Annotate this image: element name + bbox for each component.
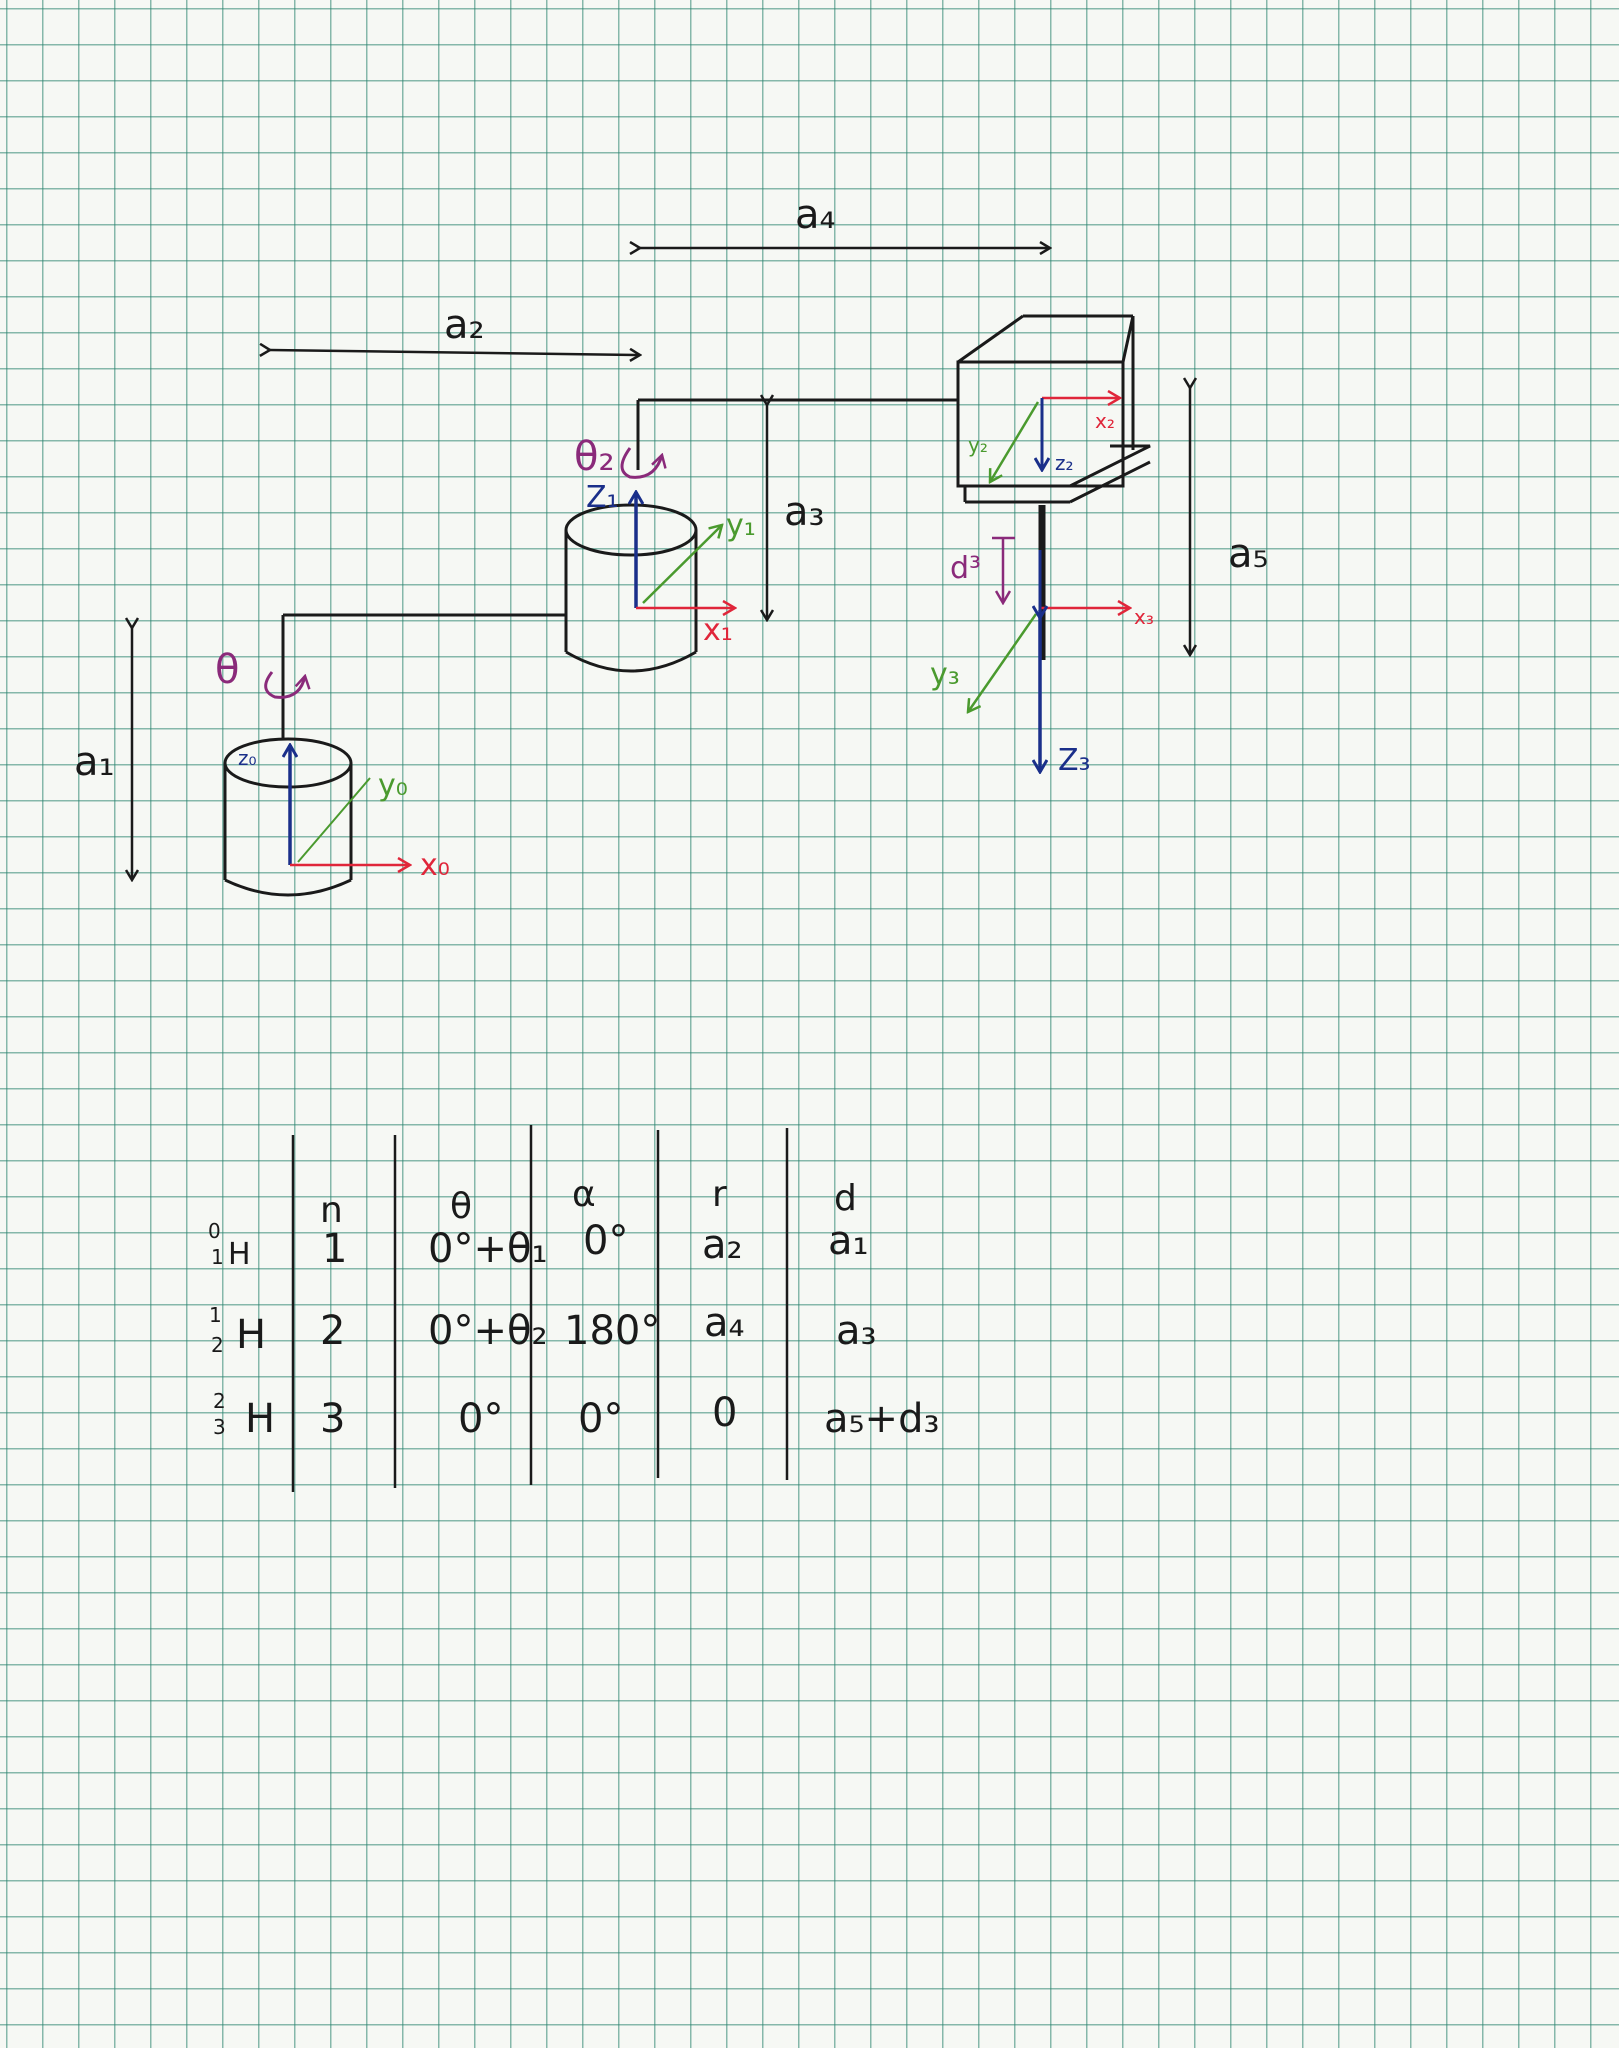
dimension-a5-label: a₅ bbox=[1228, 531, 1269, 577]
dh-row-label: H bbox=[236, 1312, 266, 1358]
frame-3-y-label: y₃ bbox=[930, 657, 960, 692]
dh-header-r: r bbox=[712, 1174, 727, 1215]
frame-2-axes bbox=[990, 398, 1120, 482]
dimension-a2-arrow bbox=[270, 350, 640, 355]
base-cylinder bbox=[223, 737, 353, 897]
frame-2-y-label: y₂ bbox=[968, 433, 988, 457]
dh-cell-alpha: 0° bbox=[578, 1396, 623, 1442]
frame-1-axes bbox=[636, 492, 735, 608]
joint-2-cylinder bbox=[564, 503, 698, 673]
frame-2-x-label: x₂ bbox=[1095, 409, 1115, 433]
dh-cell-n: 3 bbox=[320, 1396, 345, 1442]
dh-row-label-sub: 1 bbox=[211, 1245, 224, 1269]
dh-row-3: 2 3 H 3 0° 0° 0 a₅+d₃ bbox=[213, 1389, 940, 1442]
frame-3-z-label: Z₃ bbox=[1058, 743, 1091, 778]
dh-row-2: 1 2 H 2 0°+θ₂ 180° a₄ a₃ bbox=[209, 1300, 877, 1358]
dh-cell-alpha: 180° bbox=[564, 1308, 660, 1354]
d3-label: d³ bbox=[950, 551, 981, 586]
frame-0-y-label: y₀ bbox=[378, 768, 408, 803]
joint-2-rotation-arrow bbox=[620, 447, 662, 479]
frame-3-x-label: x₃ bbox=[1134, 605, 1154, 629]
dh-table: n θ α r d 0 1 H 1 0°+θ₁ 0° a₂ a₁ 1 2 H 2… bbox=[208, 1125, 940, 1492]
dh-header-n: n bbox=[320, 1190, 343, 1231]
frame-0-axes bbox=[290, 745, 410, 865]
frame-3-axes bbox=[968, 550, 1130, 772]
frame-0-z-label: z₀ bbox=[238, 746, 257, 770]
dimension-a1-label: a₁ bbox=[74, 739, 115, 785]
joint-2-theta-label: θ₂ bbox=[574, 434, 615, 480]
frame-1-z-label: Z₁ bbox=[586, 480, 619, 515]
dh-cell-d: a₅+d₃ bbox=[824, 1396, 940, 1442]
dh-header-theta: θ bbox=[450, 1186, 472, 1227]
dh-row-label: H bbox=[245, 1396, 275, 1442]
dimension-a3-label: a₃ bbox=[784, 489, 825, 535]
link-1 bbox=[281, 613, 566, 740]
dimension-a4-label: a₄ bbox=[795, 192, 836, 238]
dh-row-label-sup: 0 bbox=[208, 1219, 221, 1243]
link-2 bbox=[636, 398, 958, 470]
frame-1-x-label: x₁ bbox=[703, 613, 733, 648]
dh-table-dividers bbox=[291, 1125, 789, 1492]
dh-cell-r: a₄ bbox=[704, 1300, 745, 1346]
dh-cell-d: a₃ bbox=[836, 1308, 877, 1354]
dh-cell-r: 0 bbox=[712, 1390, 737, 1436]
dh-row-1: 0 1 H 1 0°+θ₁ 0° a₂ a₁ bbox=[208, 1218, 869, 1272]
dh-cell-alpha: 0° bbox=[583, 1218, 628, 1264]
end-effector-box bbox=[956, 314, 1151, 504]
dh-cell-theta: 0° bbox=[458, 1396, 503, 1442]
dh-cell-theta: 0°+θ₂ bbox=[428, 1308, 547, 1354]
dh-cell-n: 2 bbox=[320, 1308, 345, 1354]
joint-1-rotation-arrow bbox=[264, 671, 305, 699]
frame-0-x-label: x₀ bbox=[420, 848, 450, 883]
dh-cell-d: a₁ bbox=[828, 1218, 869, 1264]
dh-cell-r: a₂ bbox=[702, 1222, 743, 1268]
frame-2-z-label: z₂ bbox=[1055, 451, 1074, 475]
joint-1-theta-label: θ bbox=[215, 647, 239, 693]
frame-1-y-label: y₁ bbox=[726, 508, 756, 543]
dh-row-label-sub: 3 bbox=[213, 1415, 226, 1439]
dh-row-label: H bbox=[228, 1237, 251, 1272]
dh-row-label-sup: 1 bbox=[209, 1303, 222, 1327]
dh-cell-theta: 0°+θ₁ bbox=[428, 1226, 547, 1272]
dh-row-label-sub: 2 bbox=[211, 1333, 224, 1357]
dh-row-label-sup: 2 bbox=[213, 1389, 226, 1413]
dh-cell-n: 1 bbox=[322, 1226, 347, 1272]
dh-header-alpha: α bbox=[572, 1174, 596, 1215]
dimension-a2-label: a₂ bbox=[444, 302, 485, 348]
dh-header-d: d bbox=[834, 1178, 857, 1219]
